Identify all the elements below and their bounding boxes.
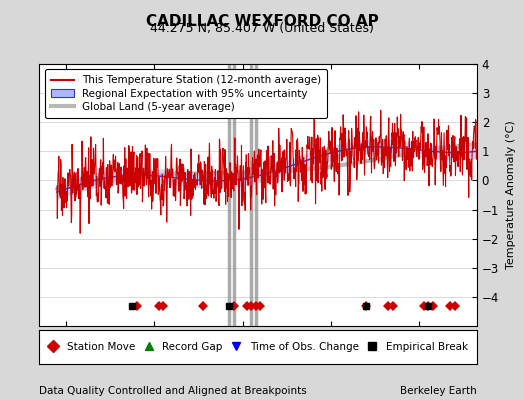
Text: CADILLAC WEXFORD CO AP: CADILLAC WEXFORD CO AP [146,14,378,29]
Text: 44.275 N, 85.407 W (United States): 44.275 N, 85.407 W (United States) [150,22,374,35]
Y-axis label: Temperature Anomaly (°C): Temperature Anomaly (°C) [506,121,516,269]
Text: Berkeley Earth: Berkeley Earth [400,386,477,396]
Legend: Station Move, Record Gap, Time of Obs. Change, Empirical Break: Station Move, Record Gap, Time of Obs. C… [45,339,471,355]
Legend: This Temperature Station (12-month average), Regional Expectation with 95% uncer: This Temperature Station (12-month avera… [45,69,328,118]
Text: Data Quality Controlled and Aligned at Breakpoints: Data Quality Controlled and Aligned at B… [39,386,307,396]
